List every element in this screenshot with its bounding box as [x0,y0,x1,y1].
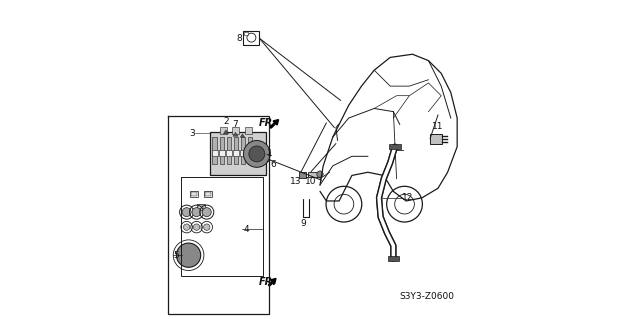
Circle shape [243,140,270,167]
Bar [389,144,401,149]
Bar [204,191,212,197]
Polygon shape [233,132,238,136]
Text: 4: 4 [244,225,250,234]
Bar [196,204,205,210]
Text: 10: 10 [305,177,317,186]
Bar [218,150,225,156]
Text: 1: 1 [267,149,273,159]
Bar [227,137,231,164]
Bar [198,205,204,209]
Bar [244,32,248,35]
Circle shape [184,224,190,230]
Circle shape [317,171,323,177]
Circle shape [177,243,201,267]
Polygon shape [240,134,244,137]
Polygon shape [223,130,228,134]
Text: 6: 6 [270,160,276,169]
Text: 3: 3 [189,129,195,138]
Text: 2: 2 [223,117,228,126]
Bar [205,192,211,196]
Text: 5: 5 [173,251,179,260]
Bar [234,137,238,164]
Circle shape [204,224,210,230]
Text: 8: 8 [236,34,242,43]
Circle shape [192,208,201,217]
Bar [220,127,227,134]
Bar [430,134,442,144]
Bar [248,137,252,164]
Text: 13: 13 [290,177,301,186]
Text: 9: 9 [300,219,306,228]
Bar [241,137,245,164]
Bar [212,137,217,164]
Text: 7: 7 [232,120,238,129]
Bar [212,150,218,156]
Bar [300,172,307,178]
Circle shape [182,208,191,217]
Bar [388,256,399,261]
Bar [210,132,266,175]
Text: 12: 12 [402,193,413,202]
Bar [232,150,239,156]
Bar [220,137,224,164]
Text: 11: 11 [432,122,444,130]
Bar [239,150,246,156]
Bar [245,127,252,134]
Bar [243,31,259,45]
Bar [246,150,253,156]
Text: FR.: FR. [259,277,276,287]
Text: S3Y3-Z0600: S3Y3-Z0600 [399,292,454,301]
Polygon shape [267,159,270,162]
Bar [308,172,320,177]
Circle shape [249,146,265,162]
Bar [225,150,232,156]
FancyArrow shape [268,278,276,286]
Text: FR.: FR. [259,118,276,128]
FancyArrow shape [270,120,278,128]
Bar [190,191,198,197]
Bar [191,192,197,196]
Circle shape [193,224,200,230]
Circle shape [202,208,211,217]
Bar [232,127,239,134]
